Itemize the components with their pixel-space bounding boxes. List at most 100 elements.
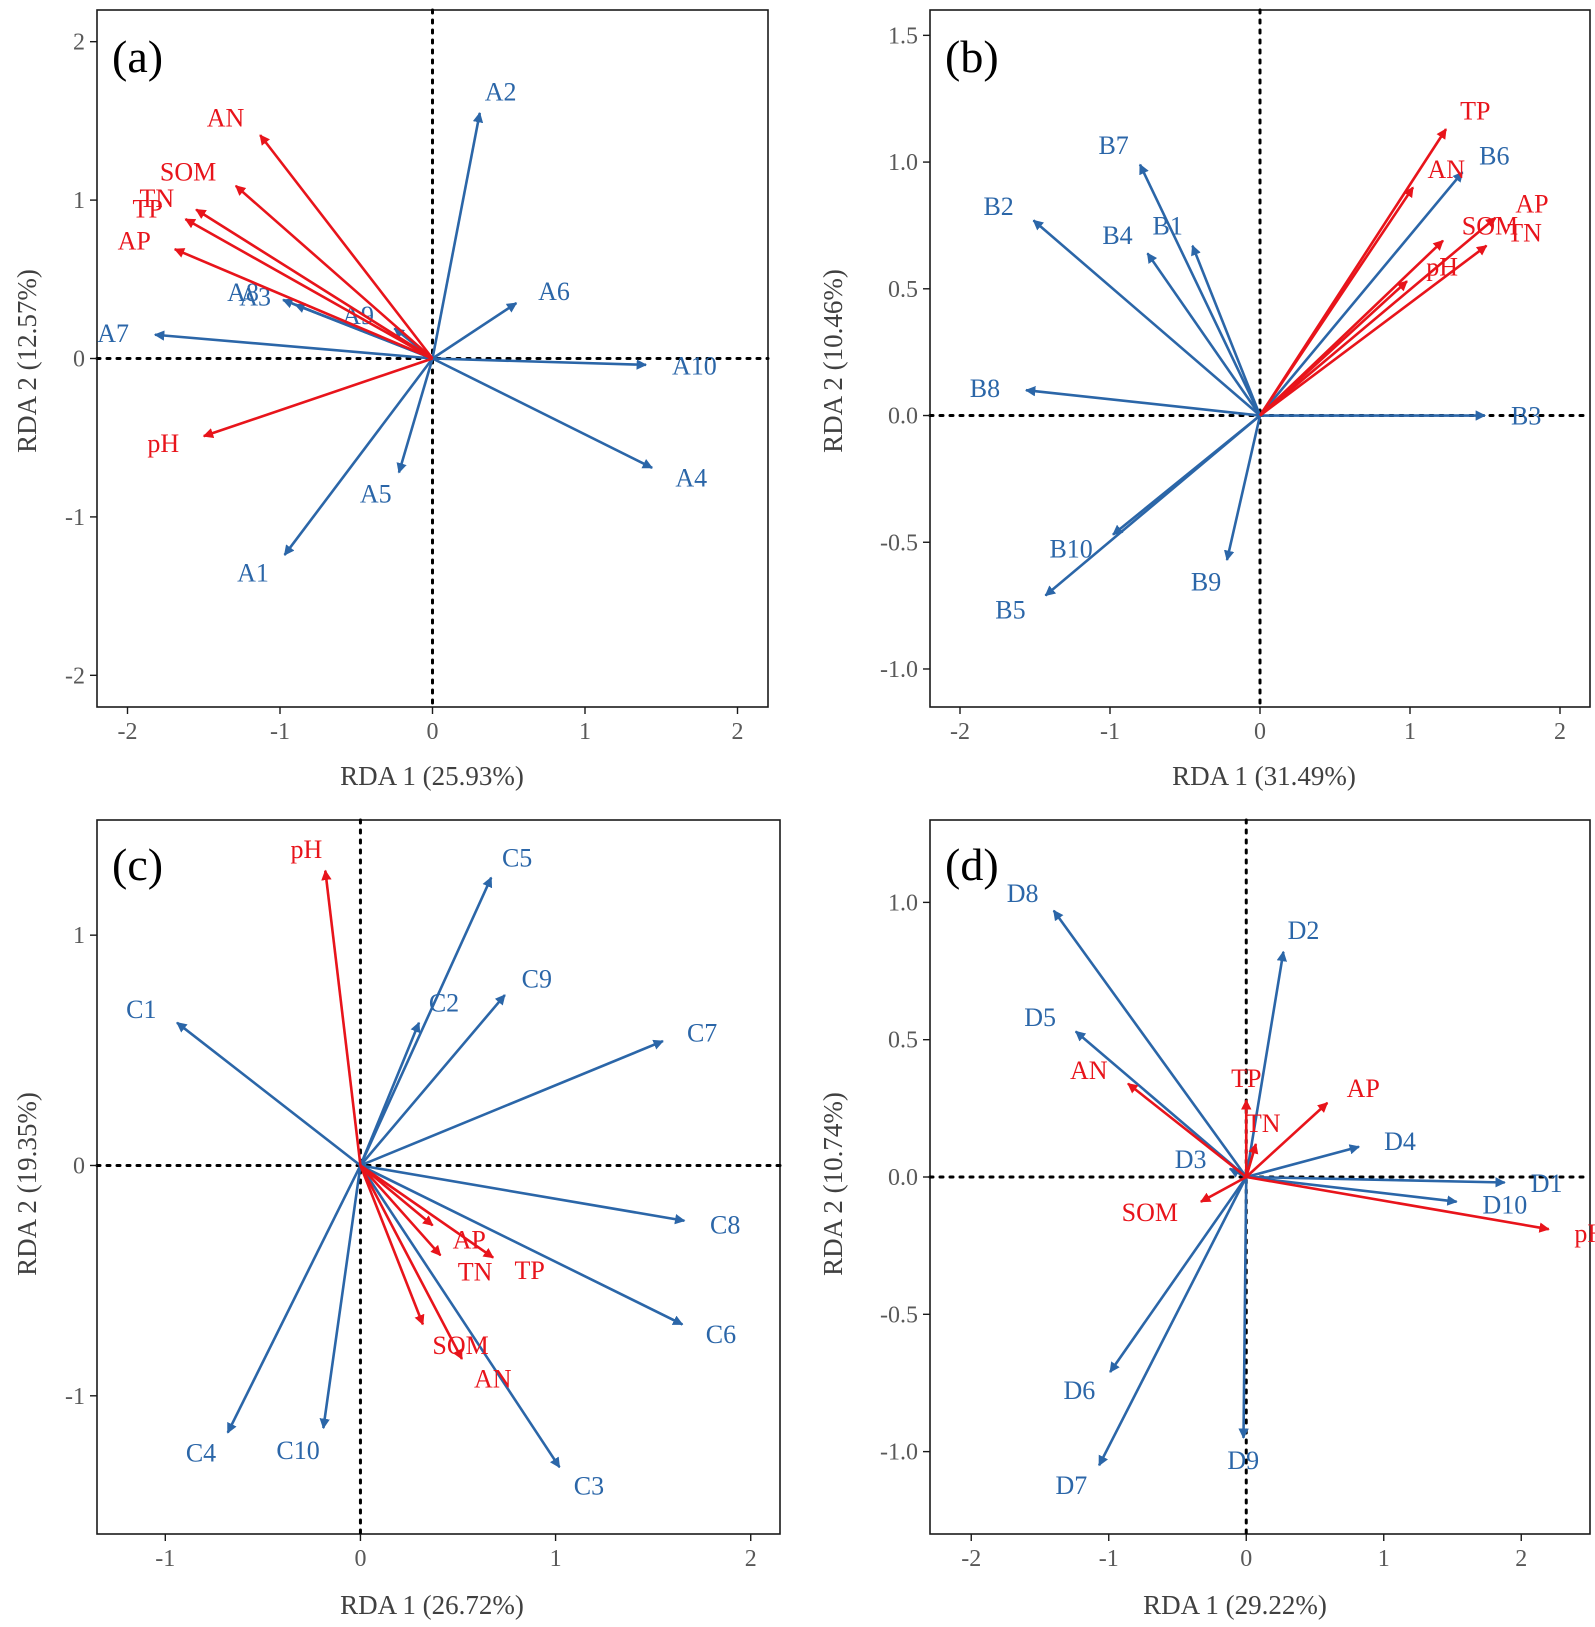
panel-d-species-label-d3: D3	[1175, 1145, 1207, 1174]
panel-d-species-arrow-d5	[1074, 1030, 1248, 1178]
panel-c-species-label-c4: C4	[186, 1438, 216, 1467]
panel-a-species-label-a6: A6	[538, 277, 570, 306]
panel-a-environment-label-tn: TN	[139, 184, 174, 213]
panel-c-species-arrow-c1	[176, 1021, 362, 1167]
panel-c-species-arrow-c6	[359, 1164, 684, 1326]
panel-c-environment-arrow-ph	[321, 869, 362, 1166]
panel-c-environment-arrow-an	[359, 1164, 464, 1360]
panel-a-species-label-a4: A4	[675, 464, 707, 493]
panel-d-environment-arrow-tn	[1245, 1143, 1259, 1178]
panel-a-species-arrow-a10	[432, 357, 648, 370]
panel-d-y-tick-label: 1.0	[888, 890, 918, 916]
panel-b-species-arrow-b8	[1024, 386, 1261, 417]
panel-a-y-tick-label: -2	[65, 663, 85, 689]
panel-b-environment-arrow-tn	[1259, 244, 1488, 417]
panel-b-species-arrow-b9	[1224, 415, 1262, 562]
panel-a-environment-arrow-tn	[195, 208, 434, 360]
panel-c-species-arrow-c10	[319, 1165, 362, 1430]
panel-a-y-tick-label: 0	[73, 347, 85, 373]
panel-d-species-label-d6: D6	[1063, 1376, 1095, 1405]
panel-c-environment-label-tn: TN	[458, 1258, 493, 1287]
panel-d-plot-area: -2 -1 0 1 2 -1.0 -0.5 0.0 0.5 1.0 D1 D2 D3 D4 D5 D6 D7 D8…	[880, 818, 1595, 1572]
panel-b-y-tick-label: -0.5	[880, 530, 918, 556]
panel-a-environment-label-an: AN	[207, 104, 245, 133]
panel-d-tag: (d)	[945, 839, 999, 890]
panel-d-species-label-d10: D10	[1482, 1190, 1527, 1219]
panel-b-x-axis-title: RDA 1 (31.49%)	[1172, 761, 1356, 791]
panel-d-environment-arrow-som	[1199, 1175, 1247, 1203]
panel-b-environment-arrow-ph	[1259, 280, 1408, 417]
panel-d-species-label-d1: D1	[1531, 1169, 1563, 1198]
panel-d-species-arrow-d7	[1097, 1176, 1248, 1467]
panel-c-species-label-c5: C5	[502, 844, 532, 873]
panel-c-species-label-c10: C10	[276, 1436, 319, 1465]
panel-d-species-arrow-d1	[1246, 1175, 1506, 1188]
panel-b-environment-label-tn: TN	[1507, 219, 1542, 248]
panel-c-tag: (c)	[112, 839, 163, 890]
panel-b-x-tick-label: 0	[1254, 719, 1266, 745]
panel-c-species-label-c7: C7	[687, 1019, 717, 1048]
panel-a-tag: (a)	[112, 31, 163, 82]
panel-b-species-label-b9: B9	[1191, 567, 1221, 596]
panel-b-environment-label-an: AN	[1427, 155, 1465, 184]
panel-b-y-tick-label: 1.5	[888, 23, 918, 49]
panel-c-y-tick-label: -1	[65, 1384, 85, 1410]
panel-b-species-arrow-b2	[1032, 219, 1261, 417]
panel-c-environment-arrow-ap	[359, 1164, 434, 1227]
panel-a-y-axis-title: RDA 2 (12.57%)	[12, 269, 42, 453]
panel-d-y-axis-title: RDA 2 (10.74%)	[818, 1092, 848, 1276]
panel-c-species-label-c9: C9	[522, 964, 552, 993]
panel-c-species-arrow-c4	[226, 1164, 362, 1434]
panel-a-environment-arrow-ap	[173, 248, 434, 360]
panel-b-species-label-b1: B1	[1153, 211, 1183, 240]
panel-d-environment-label-ph: pH	[1574, 1219, 1595, 1248]
panel-a-x-tick-label: 2	[732, 719, 744, 745]
panel-a-environment-arrow-som	[234, 184, 434, 360]
panel-c-x-tick-label: 2	[745, 1546, 757, 1572]
panel-a-environment-arrow-ph	[202, 357, 433, 439]
panel-c-environment-label-ph: pH	[290, 835, 322, 864]
panel-d-environment-label-ap: AP	[1347, 1074, 1380, 1103]
panel-b-species-label-b10: B10	[1049, 535, 1092, 564]
panel-b-y-tick-label: 0.5	[888, 277, 918, 303]
panel-b-species-arrow-b4	[1146, 252, 1262, 417]
panel-b-y-tick-label: -1.0	[880, 657, 918, 683]
panel-d-species-arrow-d6	[1109, 1176, 1248, 1373]
panel-c-y-tick-label: 1	[73, 923, 85, 949]
panel-c-environment-label-an: AN	[474, 1364, 512, 1393]
panel-c-species-arrow-c3	[359, 1164, 561, 1469]
panel-d-species-label-d5: D5	[1024, 1003, 1056, 1032]
panel-c-environment-arrow-som	[359, 1165, 425, 1326]
panel-c-y-tick-label: 0	[73, 1153, 85, 1179]
panel-a-species-arrow-a4	[431, 357, 654, 469]
panel-d-x-tick-label: -1	[1099, 1546, 1119, 1572]
panel-a-x-axis-title: RDA 1 (25.93%)	[340, 761, 524, 791]
panel-d-y-tick-label: -0.5	[880, 1302, 918, 1328]
panel-a-environment-arrow-an	[259, 134, 434, 360]
panel-c-frame	[96, 819, 781, 1535]
panel-a-species-arrow-a7	[153, 330, 433, 360]
panel-b-species-label-b2: B2	[983, 192, 1013, 221]
panel-a-x-tick-label: 1	[579, 719, 591, 745]
panel-d-x-tick-label: -2	[961, 1546, 981, 1572]
panel-a-species-label-a2: A2	[485, 77, 517, 106]
panel-d-y-tick-label: 0.0	[888, 1165, 918, 1191]
panel-b-y-tick-label: 0.0	[888, 404, 918, 430]
panel-c-environment-arrow-tn	[359, 1164, 442, 1257]
panel-d-species-label-d7: D7	[1056, 1471, 1088, 1500]
panel-d-environment-label-tp: TP	[1231, 1064, 1261, 1093]
panel-a-species-arrow-a6	[431, 301, 518, 360]
panel-a-x-tick-label: 0	[427, 719, 439, 745]
panel-c: -1012-101C1C2C3C4C5C6C7C8C9C10pHAPTNTPSO…	[12, 818, 782, 1620]
panel-c-species-arrow-c9	[359, 994, 506, 1167]
panel-c-species-label-c6: C6	[706, 1320, 736, 1349]
panel-d-x-tick-label: 2	[1515, 1546, 1527, 1572]
panel-d: -2 -1 0 1 2 -1.0 -0.5 0.0 0.5 1.0 D1 D2 D3 D4 D5 D6 D7 D8…	[818, 818, 1595, 1620]
panel-d-y-tick-label: 0.5	[888, 1028, 918, 1054]
panel-d-species-label-d2: D2	[1288, 916, 1320, 945]
panel-b-environment-arrow-an	[1258, 186, 1415, 417]
panel-d-species-arrow-d2	[1244, 950, 1287, 1178]
panel-c-species-arrow-c5	[359, 876, 493, 1167]
panel-b-environment-label-ap: AP	[1515, 190, 1548, 219]
panel-b-environment-label-ph: pH	[1426, 252, 1458, 281]
